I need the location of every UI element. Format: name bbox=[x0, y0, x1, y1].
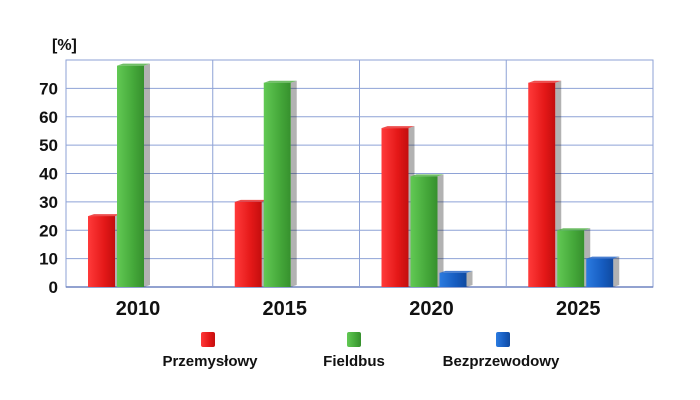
x-tick-label: 2015 bbox=[263, 298, 308, 320]
bar bbox=[410, 176, 438, 287]
bar bbox=[528, 82, 556, 287]
y-tick-label: 10 bbox=[39, 250, 58, 269]
bar bbox=[263, 82, 291, 287]
bars bbox=[88, 63, 620, 287]
bar bbox=[586, 258, 614, 287]
legend-label: Przemysłowy bbox=[162, 353, 258, 370]
x-tick-label: 2025 bbox=[556, 298, 601, 320]
y-tick-label: 40 bbox=[39, 165, 58, 184]
bar bbox=[234, 201, 262, 287]
legend-swatch bbox=[201, 332, 215, 347]
bar bbox=[88, 216, 115, 287]
x-tick-label: 2010 bbox=[116, 298, 161, 320]
bar-side bbox=[290, 80, 297, 287]
y-tick-label: 60 bbox=[39, 108, 58, 127]
bar-top bbox=[528, 80, 562, 83]
bar-side bbox=[144, 63, 150, 287]
bar-top bbox=[586, 256, 620, 259]
bar-top bbox=[263, 80, 297, 83]
bar-top bbox=[88, 214, 121, 217]
x-tick-label: 2020 bbox=[409, 298, 454, 320]
y-tick-label: 0 bbox=[49, 278, 58, 297]
legend-label: Fieldbus bbox=[323, 353, 385, 370]
bar-side bbox=[613, 256, 620, 287]
bar-top bbox=[117, 63, 150, 66]
bar bbox=[557, 230, 585, 287]
legend-swatch bbox=[347, 332, 361, 347]
legend-swatch bbox=[496, 332, 510, 347]
y-tick-label: 70 bbox=[39, 79, 58, 98]
bar-side bbox=[466, 270, 473, 287]
y-tick-label: 30 bbox=[39, 193, 58, 212]
bar-top bbox=[557, 228, 591, 231]
bar-top bbox=[234, 199, 268, 202]
bar-side bbox=[437, 174, 444, 287]
legend: Przemysłowy Fieldbus Bezprzewodowy bbox=[162, 332, 560, 370]
y-axis-ticks: 0 10 20 30 40 50 60 70 bbox=[39, 79, 58, 297]
bar bbox=[381, 128, 409, 287]
bar-top bbox=[410, 174, 444, 177]
legend-label: Bezprzewodowy bbox=[443, 353, 560, 370]
y-axis-label: [%] bbox=[52, 37, 77, 54]
bar-top bbox=[381, 126, 415, 129]
bar-top bbox=[439, 270, 473, 273]
bar bbox=[439, 272, 467, 287]
x-axis-ticks: 2010 2015 2020 2025 bbox=[116, 298, 601, 320]
y-tick-label: 50 bbox=[39, 136, 58, 155]
bar bbox=[117, 65, 144, 287]
y-tick-label: 20 bbox=[39, 221, 58, 240]
